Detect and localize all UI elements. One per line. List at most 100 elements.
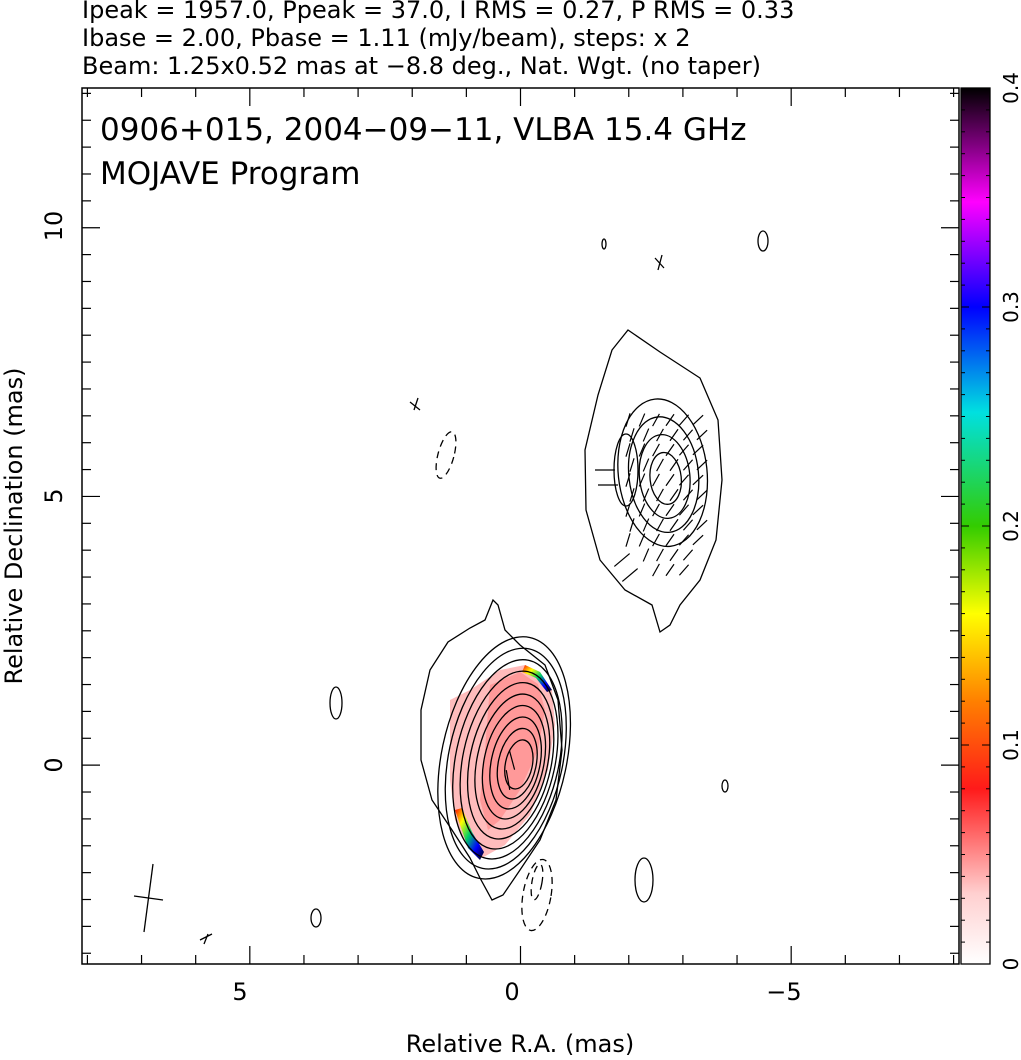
header-line-1: Ipeak = 1957.0, Ppeak = 37.0, I RMS = 0.…	[82, 0, 794, 24]
core-contour	[437, 636, 572, 880]
evpa-vector	[682, 519, 694, 531]
evpa-vector	[656, 458, 664, 472]
evpa-vector	[678, 504, 690, 516]
evpa-vector	[665, 563, 675, 577]
colorbar-ticks	[961, 87, 990, 965]
evpa-vector	[678, 534, 690, 546]
contour-island	[199, 933, 213, 945]
negative-contour	[521, 858, 553, 932]
evpa-vector	[669, 548, 679, 562]
evpa-vector	[692, 414, 704, 426]
y-tick-label-10: 10	[40, 211, 68, 242]
evpa-vector	[642, 458, 650, 472]
contour-island	[634, 857, 654, 903]
evpa-vector	[656, 518, 664, 532]
core-contour	[481, 704, 547, 820]
evpa-vector	[692, 444, 704, 456]
evpa-vector	[696, 519, 708, 531]
evpa-vector	[682, 549, 694, 561]
x-tick-label-5: 5	[232, 978, 247, 1006]
jet-contour	[617, 398, 709, 548]
colorbar-label-0.1: 0.1	[999, 729, 1021, 761]
evpa-vector	[625, 443, 631, 457]
evpa-vector	[696, 459, 708, 471]
evpa-vector	[652, 533, 660, 547]
evpa-vector	[665, 473, 675, 487]
evpa-vector	[638, 533, 646, 547]
header-line-2: Ibase = 2.00, Pbase = 1.11 (mJy/beam), s…	[82, 24, 691, 52]
evpa-vector	[669, 428, 679, 442]
evpa-vector	[665, 533, 675, 547]
evpa-vector	[642, 488, 650, 502]
evpa-vector	[656, 488, 664, 502]
evpa-vector	[669, 458, 679, 472]
contour-island	[310, 908, 322, 928]
evpa-vector	[682, 489, 694, 501]
evpa-vector	[678, 564, 690, 576]
evpa-vector	[652, 443, 660, 457]
evpa-vector	[678, 474, 690, 486]
evpa-vector	[629, 458, 635, 472]
evpa-vector	[696, 429, 708, 441]
core-contour	[444, 647, 567, 870]
evpa-vector	[692, 474, 704, 486]
evpa-vector	[692, 534, 704, 546]
x-axis-label: Relative R.A. (mas)	[406, 1030, 634, 1058]
total-intensity-contours	[199, 230, 769, 945]
evpa-vector	[613, 553, 631, 567]
evpa-vector	[652, 473, 660, 487]
polarization-vectors	[505, 413, 708, 790]
evpa-vector	[652, 413, 660, 427]
core-contour-outer	[420, 598, 563, 901]
y-tick-label-5: 5	[40, 488, 68, 503]
core-contour	[474, 693, 551, 830]
contour-island	[654, 254, 665, 271]
evpa-vector	[625, 473, 631, 487]
evpa-vector	[629, 488, 635, 502]
colorbar-label-0.4: 0.4	[999, 72, 1021, 104]
evpa-vector	[669, 488, 679, 502]
jet-contour	[649, 451, 683, 505]
evpa-vector	[682, 429, 694, 441]
core-contour	[452, 659, 563, 860]
contour-island	[601, 238, 607, 250]
evpa-vector	[682, 459, 694, 471]
y-axis-label: Relative Declination (mas)	[0, 367, 28, 684]
evpa-vector	[656, 548, 664, 562]
evpa-vector	[621, 568, 639, 582]
evpa-vector	[638, 473, 646, 487]
contour-island	[721, 779, 729, 793]
evpa-vector	[669, 518, 679, 532]
evpa-vector	[642, 428, 650, 442]
evpa-vector	[652, 503, 660, 517]
colorbar-label-0.3: 0.3	[999, 291, 1021, 323]
evpa-vector	[665, 443, 675, 457]
evpa-vector	[696, 489, 708, 501]
axis-ticks	[82, 88, 959, 964]
x-tick-label-minus5: −5	[766, 978, 801, 1006]
evpa-vector	[625, 533, 631, 547]
jet-contour-outer	[584, 329, 723, 634]
evpa-vector	[625, 413, 631, 427]
contour-island	[757, 230, 769, 252]
negative-contour	[435, 431, 457, 479]
polarization-edge-lower	[455, 808, 484, 860]
evpa-vector	[629, 518, 635, 532]
colorbar-label-0: 0	[999, 958, 1021, 971]
x-tick-label-0: 0	[504, 978, 519, 1006]
core-contour	[504, 739, 534, 790]
core-contour	[459, 670, 559, 850]
evpa-vector	[665, 413, 675, 427]
colorbar-label-0.2: 0.2	[999, 510, 1021, 542]
chart-title: 0906+015, 2004−09−11, VLBA 15.4 GHz	[100, 112, 746, 148]
y-tick-label-0: 0	[40, 757, 68, 772]
chart-subtitle: MOJAVE Program	[100, 156, 360, 192]
plot-frame	[81, 87, 960, 965]
evpa-vector	[665, 503, 675, 517]
evpa-vector	[625, 503, 631, 517]
evpa-vector	[678, 414, 690, 426]
contour-island	[409, 397, 421, 411]
evpa-vector	[508, 750, 516, 770]
contour-island	[329, 686, 343, 720]
